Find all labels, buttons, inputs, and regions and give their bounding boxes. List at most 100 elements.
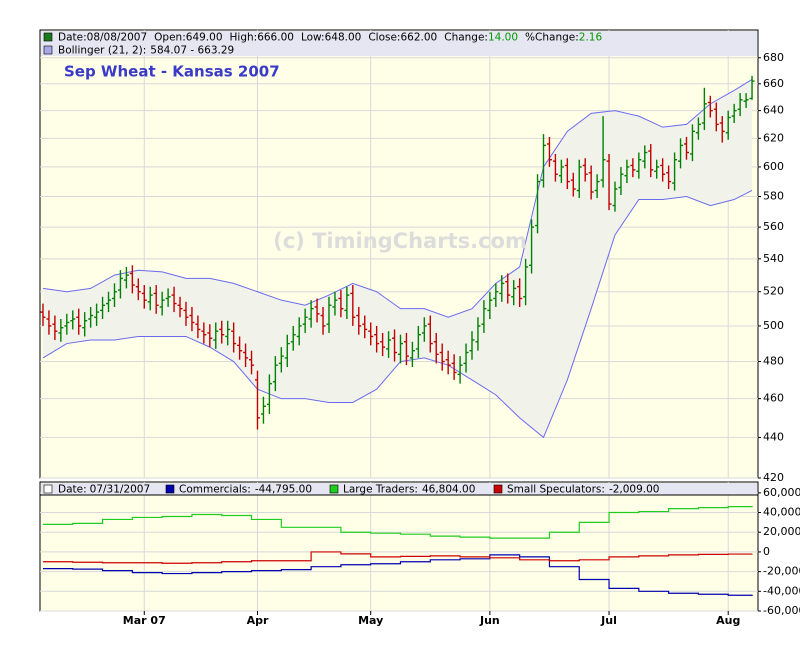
ohlc-bar — [171, 286, 177, 313]
ohlc-bar — [397, 334, 403, 364]
ohlc-bar — [70, 310, 76, 330]
y-tick-label: 540 — [763, 252, 784, 265]
ohlc-bar — [415, 325, 421, 358]
ohlc-bar — [356, 306, 362, 335]
ohlc-bar — [64, 313, 70, 335]
legend-swatch — [329, 484, 339, 494]
ohlc-bar — [40, 303, 46, 326]
ohlc-bar — [469, 331, 475, 360]
series-line — [42, 551, 753, 564]
ohlc-bar — [421, 317, 427, 342]
ohlc-bar — [249, 350, 255, 375]
ohlc-bar — [725, 110, 731, 140]
ohlc-bar — [654, 159, 660, 179]
y-tick-label: 420 — [763, 471, 784, 484]
ohlc-bar — [129, 265, 135, 294]
header-value: 07/31/2007 — [90, 484, 151, 496]
legend-text: Small Speculators: -2,009.00 — [507, 484, 659, 496]
ohlc-bar — [135, 278, 141, 301]
legend-swatch — [43, 32, 53, 42]
price-panel — [39, 29, 759, 479]
y-tick-label: 680 — [763, 51, 784, 64]
legend-text: Commercials: -44,795.00 — [179, 484, 312, 496]
ohlc-bar — [624, 159, 630, 184]
header-value: 666.00 — [257, 32, 294, 44]
ohlc-bar — [499, 275, 505, 302]
ohlc-bar — [189, 306, 195, 332]
ohlc-bar — [552, 153, 558, 182]
ohlc-bar — [141, 285, 147, 309]
ohlc-bar — [153, 285, 159, 314]
ohlc-bar — [493, 283, 499, 307]
ohlc-bar — [600, 116, 606, 188]
ohlc-bar — [58, 318, 64, 342]
chart-title: Sep Wheat - Kansas 2007 — [64, 63, 280, 81]
ohlc-bar — [642, 145, 648, 169]
y-tick-label: 660 — [763, 77, 784, 90]
x-tick-label: Mar 07 — [123, 614, 166, 627]
x-tick-label: Apr — [247, 614, 269, 627]
y-tick-label: 480 — [763, 355, 784, 368]
ohlc-bar — [731, 103, 737, 123]
ohlc-bar — [165, 288, 171, 307]
ohlc-bar — [344, 286, 350, 319]
ohlc-bar — [517, 278, 523, 307]
ohlc-bar — [451, 354, 457, 380]
ohlc-bar — [737, 93, 743, 117]
ohlc-bar — [266, 374, 272, 414]
ohlc-bar — [88, 306, 94, 328]
ohlc-bar — [183, 301, 189, 326]
ohlc-bar — [606, 153, 612, 211]
ohlc-bar — [225, 320, 231, 346]
band-fill — [42, 79, 753, 438]
ohlc-bar — [231, 322, 237, 353]
legend-text: Bollinger (21, 2): 584.07 - 663.29 — [58, 45, 234, 57]
ohlc-bar — [111, 283, 117, 307]
ohlc-bar — [207, 324, 213, 348]
y-tick-label: 580 — [763, 189, 784, 202]
ohlc-bar — [433, 332, 439, 364]
ohlc-bar — [594, 174, 600, 199]
legend-label: Large Traders: — [343, 484, 418, 496]
legend-swatch — [43, 484, 53, 494]
ohlc-bar — [272, 356, 278, 392]
ohlc-bar — [445, 350, 451, 375]
y-tick-label: 640 — [763, 104, 784, 117]
ohlc-bar — [475, 317, 481, 351]
ohlc-bar — [689, 124, 695, 162]
y-tick-label: 620 — [763, 131, 784, 144]
ohlc-bar — [648, 143, 654, 178]
y-tick-label: 40,000 — [763, 506, 800, 519]
ohlc-bar — [707, 95, 713, 118]
ohlc-bar — [284, 334, 290, 368]
ohlc-bar — [278, 347, 284, 373]
price-plot: (c) TimingCharts.com — [40, 30, 758, 479]
header-label: Date: — [58, 32, 87, 44]
legend-value: -44,795.00 — [255, 484, 312, 496]
ohlc-bar — [678, 138, 684, 169]
ohlc-bar — [314, 298, 320, 323]
ohlc-bar — [672, 152, 678, 191]
ohlc-bar — [106, 291, 112, 313]
ohlc-bar — [302, 308, 308, 333]
ohlc-bar — [558, 159, 564, 184]
ohlc-bar — [529, 219, 535, 274]
ohlc-bar — [576, 159, 582, 199]
series-line — [42, 554, 753, 597]
ohlc-bar — [386, 331, 392, 358]
ohlc-bar — [743, 93, 749, 108]
ohlc-bar — [290, 325, 296, 351]
ohlc-bar — [749, 75, 755, 100]
ohlc-bar — [260, 396, 266, 424]
header-value: 2.16 — [579, 32, 603, 44]
ohlc-bar — [392, 329, 398, 362]
ohlc-bar — [535, 174, 541, 234]
header-label: Close: — [368, 32, 400, 44]
ohlc-bar — [457, 356, 463, 384]
ohlc-bar — [546, 136, 552, 167]
ohlc-bar — [630, 158, 636, 178]
ohlc-bar — [326, 296, 332, 333]
ohlc-bar — [100, 296, 106, 319]
ohlc-bar — [332, 291, 338, 316]
ohlc-bar — [463, 343, 469, 373]
